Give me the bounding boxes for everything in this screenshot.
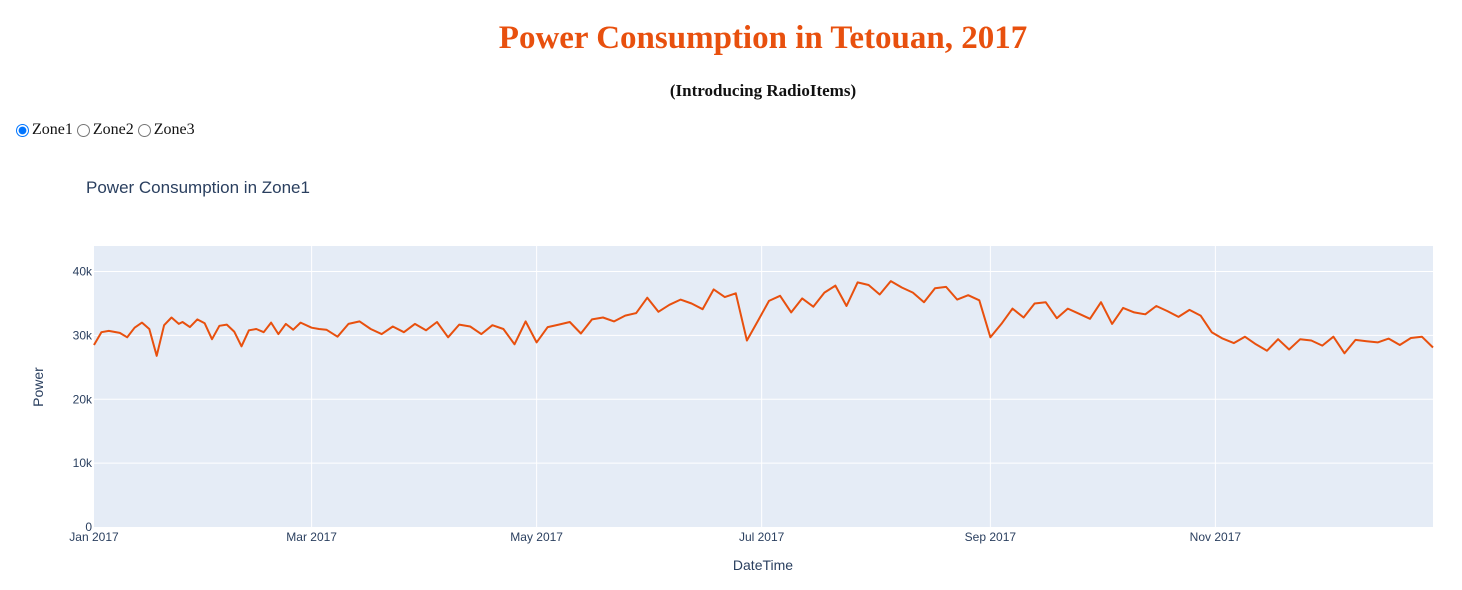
radio-zone1[interactable]: Zone1 (16, 121, 73, 139)
x-axis-title: DateTime (733, 557, 793, 573)
x-tick-label: Mar 2017 (286, 530, 337, 544)
zone-radio-group: Zone1 Zone2 Zone3 (16, 121, 199, 139)
x-tick-label: Nov 2017 (1190, 530, 1242, 544)
radio-zone2[interactable]: Zone2 (76, 121, 134, 139)
y-tick-label: 20k (73, 392, 93, 406)
y-tick-label: 10k (73, 456, 93, 470)
radio-zone2-input[interactable] (76, 123, 90, 137)
x-tick-label: Sep 2017 (965, 530, 1017, 544)
y-axis-ticks: 0 10k 20k 30k 40k (73, 265, 93, 534)
radio-zone1-input[interactable] (16, 123, 29, 137)
x-tick-label: Jan 2017 (69, 530, 119, 544)
y-axis-title: Power (30, 367, 46, 407)
radio-zone2-label: Zone2 (92, 121, 134, 138)
grid-lines (94, 246, 1433, 527)
y-tick-label: 40k (73, 265, 93, 279)
series-line-zone1 (93, 280, 1434, 357)
y-tick-label: 0 (85, 520, 92, 534)
page-title: Power Consumption in Tetouan, 2017 (498, 20, 1028, 56)
page-subtitle: (Introducing RadioItems) (669, 81, 857, 100)
radio-zone1-label: Zone1 (32, 121, 73, 138)
chart-title: Power Consumption in Zone1 (86, 178, 310, 197)
radio-zone3-label: Zone3 (153, 121, 195, 138)
x-tick-label: May 2017 (510, 530, 563, 544)
x-tick-label: Jul 2017 (739, 530, 785, 544)
radio-zone3[interactable]: Zone3 (137, 121, 195, 139)
radio-zone3-input[interactable] (137, 123, 151, 137)
y-tick-label: 30k (73, 328, 93, 342)
power-line-chart: Power Consumption in Zone1 0 10k 20k 30k 40k… (30, 178, 1434, 573)
x-axis-ticks: Jan 2017 Mar 2017 May 2017 Jul 2017 Sep 2017… (69, 530, 1241, 544)
plot-area (94, 246, 1433, 527)
